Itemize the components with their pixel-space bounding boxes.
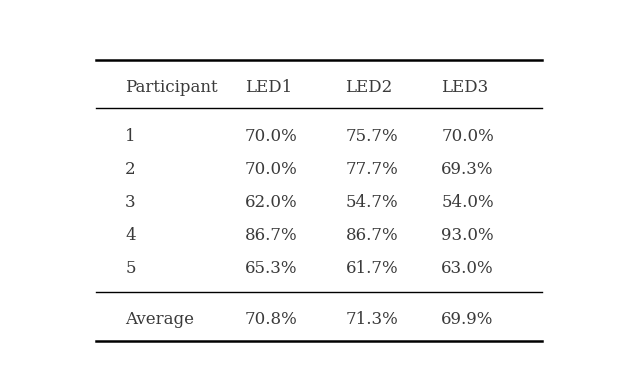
Text: 4: 4 — [125, 227, 136, 244]
Text: 71.3%: 71.3% — [345, 311, 398, 328]
Text: 77.7%: 77.7% — [345, 161, 398, 178]
Text: 2: 2 — [125, 161, 136, 178]
Text: 5: 5 — [125, 260, 135, 277]
Text: 69.3%: 69.3% — [441, 161, 494, 178]
Text: 75.7%: 75.7% — [345, 128, 398, 145]
Text: Participant: Participant — [125, 79, 218, 96]
Text: 86.7%: 86.7% — [345, 227, 398, 244]
Text: Average: Average — [125, 311, 194, 328]
Text: 54.0%: 54.0% — [441, 194, 494, 211]
Text: 70.0%: 70.0% — [245, 128, 298, 145]
Text: 3: 3 — [125, 194, 136, 211]
Text: 62.0%: 62.0% — [245, 194, 297, 211]
Text: 93.0%: 93.0% — [441, 227, 494, 244]
Text: LED1: LED1 — [245, 79, 292, 96]
Text: LED3: LED3 — [441, 79, 488, 96]
Text: 70.0%: 70.0% — [441, 128, 494, 145]
Text: 69.9%: 69.9% — [441, 311, 494, 328]
Text: 70.8%: 70.8% — [245, 311, 298, 328]
Text: 86.7%: 86.7% — [245, 227, 297, 244]
Text: 70.0%: 70.0% — [245, 161, 298, 178]
Text: LED2: LED2 — [345, 79, 392, 96]
Text: 1: 1 — [125, 128, 136, 145]
Text: 65.3%: 65.3% — [245, 260, 297, 277]
Text: 54.7%: 54.7% — [345, 194, 398, 211]
Text: 63.0%: 63.0% — [441, 260, 494, 277]
Text: 61.7%: 61.7% — [345, 260, 398, 277]
